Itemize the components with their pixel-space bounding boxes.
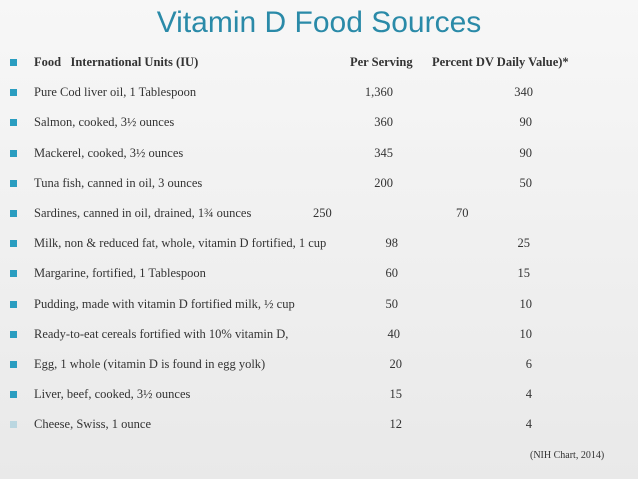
food-cell: Mackerel, cooked, 3½ ounces bbox=[34, 145, 184, 160]
bullet bbox=[10, 361, 17, 368]
iu-cell: 40 bbox=[387, 326, 401, 341]
iu-cell: 345 bbox=[374, 145, 393, 160]
dv-cell: 10 bbox=[519, 296, 533, 311]
iu-cell: 250 bbox=[313, 206, 332, 220]
dv-cell: 90 bbox=[519, 145, 533, 160]
dv-cell: 4 bbox=[525, 387, 532, 402]
citation: (NIH Chart, 2014) bbox=[530, 450, 605, 461]
iu-cell: 200 bbox=[374, 175, 393, 190]
slide-title: Vitamin D Food Sources bbox=[156, 6, 482, 39]
dv-cell: 15 bbox=[517, 266, 531, 281]
bullet bbox=[10, 421, 17, 429]
bullet bbox=[10, 300, 17, 308]
dv-cell: 70 bbox=[456, 206, 469, 220]
iu-cell: 360 bbox=[374, 115, 393, 130]
dv-cell: 25 bbox=[517, 236, 531, 251]
iu-cell: 20 bbox=[389, 357, 403, 371]
bullet bbox=[10, 210, 17, 217]
food-cell: Egg, 1 whole (vitamin D is found in egg … bbox=[34, 357, 266, 371]
food-cell: Tuna fish, canned in oil, 3 ounces bbox=[34, 175, 203, 190]
dv-cell: 10 bbox=[519, 326, 533, 341]
food-cell: Liver, beef, cooked, 3½ ounces bbox=[34, 387, 191, 402]
food-cell: Pudding, made with vitamin D fortified m… bbox=[34, 296, 295, 311]
bullet bbox=[10, 270, 17, 278]
bullet bbox=[10, 240, 17, 248]
iu-cell: 98 bbox=[385, 236, 399, 251]
bullet bbox=[10, 89, 17, 97]
food-cell: Sardines, canned in oil, drained, 1¾ oun… bbox=[34, 206, 252, 220]
food-cell: Milk, non & reduced fat, whole, vitamin … bbox=[34, 236, 327, 251]
bullet bbox=[10, 149, 17, 157]
dv-cell: 50 bbox=[519, 175, 533, 190]
food-cell: Cheese, Swiss, 1 ounce bbox=[34, 417, 151, 432]
bullet bbox=[10, 330, 17, 338]
food-cell: Salmon, cooked, 3½ ounces bbox=[34, 115, 175, 130]
header-cell: Per Serving bbox=[350, 55, 413, 69]
iu-cell: 15 bbox=[389, 387, 403, 402]
iu-cell: 50 bbox=[385, 296, 399, 311]
dv-cell: 340 bbox=[514, 85, 533, 100]
iu-cell: 60 bbox=[385, 266, 399, 281]
food-cell: Pure Cod liver oil, 1 Tablespoon bbox=[34, 85, 197, 100]
header-cell: Percent DV Daily Value)* bbox=[432, 55, 569, 69]
dv-cell: 90 bbox=[519, 115, 533, 130]
bullet bbox=[10, 59, 17, 66]
dv-cell: 6 bbox=[525, 357, 532, 371]
food-cell: Ready-to-eat cereals fortified with 10% … bbox=[34, 326, 289, 341]
dv-cell: 4 bbox=[525, 417, 532, 432]
bullet bbox=[10, 391, 17, 399]
bullet bbox=[10, 179, 17, 187]
header-cell: Food International Units (IU) bbox=[34, 55, 199, 69]
iu-cell: 12 bbox=[389, 417, 403, 432]
food-cell: Margarine, fortified, 1 Tablespoon bbox=[34, 266, 206, 281]
bullet bbox=[10, 119, 17, 127]
iu-cell: 1,360 bbox=[364, 85, 393, 100]
